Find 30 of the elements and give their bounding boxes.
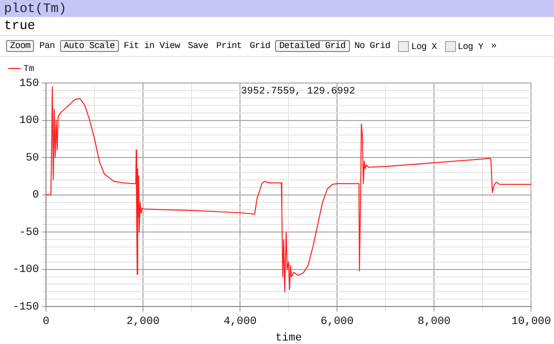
- y-tick-label: -150: [12, 302, 39, 314]
- y-tick-label: 0: [32, 190, 39, 202]
- x-tick-label: 0: [42, 316, 50, 328]
- y-tick-label: -100: [12, 264, 39, 276]
- x-tick-label: 2,000: [126, 316, 160, 328]
- x-tick-label: 8,000: [418, 316, 451, 328]
- legend-label: Tm: [24, 64, 34, 74]
- text: Grid: [248, 41, 272, 51]
- text: Pan: [38, 41, 56, 51]
- text: true: [0, 17, 554, 36]
- text: Fit in View: [122, 41, 181, 51]
- annotation: 3952.7559, 129.6992: [241, 86, 356, 98]
- text: Save: [186, 41, 210, 51]
- text: Print: [215, 41, 243, 51]
- text: Auto Scale: [60, 40, 119, 52]
- text: Detailed Grid: [275, 40, 350, 52]
- text: Log Y: [456, 40, 484, 52]
- x-tick-label: 4,000: [224, 316, 257, 328]
- text: »: [490, 41, 498, 51]
- text: plot(Tm): [0, 0, 554, 17]
- text: Zoom: [6, 40, 34, 52]
- y-tick-label: -50: [19, 226, 39, 239]
- y-tick-label: 50: [26, 152, 39, 164]
- text: Log X: [410, 40, 438, 52]
- y-tick-label: 150: [19, 78, 39, 90]
- text: No Grid: [354, 41, 392, 51]
- x-tick-label: 10,000: [511, 316, 551, 328]
- y-tick-label: 100: [19, 115, 39, 128]
- x-axis-title: time: [275, 332, 302, 344]
- x-tick-label: 6,000: [320, 316, 354, 328]
